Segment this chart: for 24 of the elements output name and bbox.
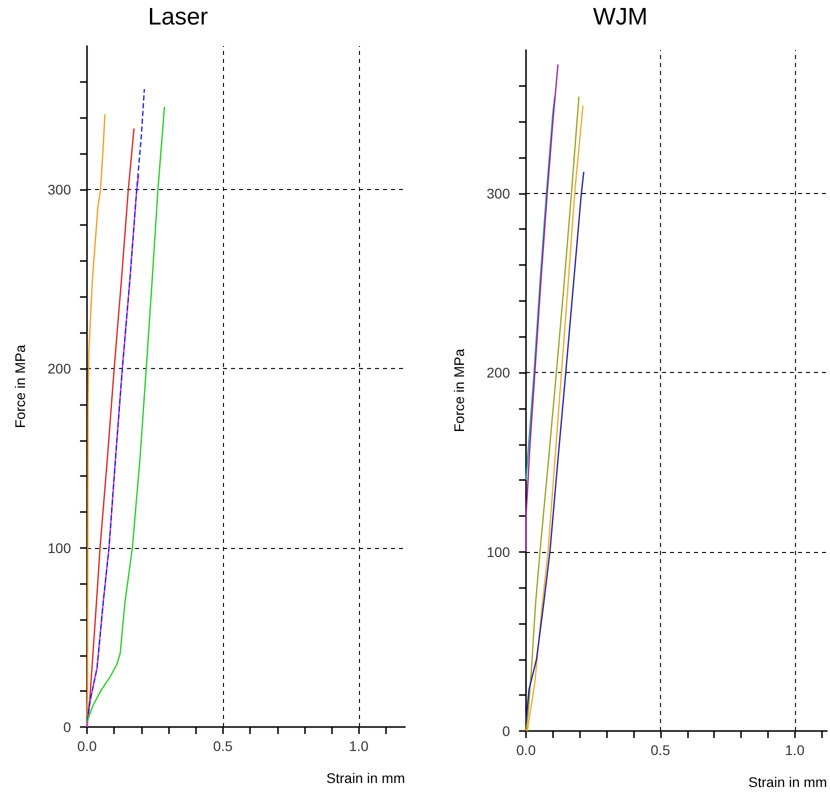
x-axis-title: Strain in mm xyxy=(748,774,827,790)
y-axis-title: Force in MPa xyxy=(12,344,28,428)
y-tick-label: 0 xyxy=(502,723,510,739)
line-series xyxy=(525,64,559,552)
y-tick-label: 0 xyxy=(63,719,72,735)
y-tick-label: 200 xyxy=(48,360,72,377)
x-tick-label: 1.0 xyxy=(349,738,369,754)
y-tick-label: 300 xyxy=(48,181,72,198)
y-tick-label: 200 xyxy=(486,364,510,381)
line-series xyxy=(86,106,166,722)
y-tick-label: 100 xyxy=(48,540,72,556)
y-axis-title: Force in MPa xyxy=(451,348,467,432)
line-series xyxy=(86,88,145,722)
chart-title: WJM xyxy=(593,4,648,30)
line-series xyxy=(525,96,556,481)
x-axis-title: Strain in mm xyxy=(326,770,405,786)
x-tick-label: 0.0 xyxy=(516,742,536,758)
y-tick-label: 300 xyxy=(486,185,510,202)
x-tick-label: 0.0 xyxy=(77,738,97,754)
x-tick-label: 1.0 xyxy=(785,742,805,758)
x-tick-label: 0.5 xyxy=(650,742,670,758)
chart-title: Laser xyxy=(148,4,208,30)
x-tick-label: 0.5 xyxy=(213,738,233,754)
y-tick-label: 100 xyxy=(486,544,510,560)
